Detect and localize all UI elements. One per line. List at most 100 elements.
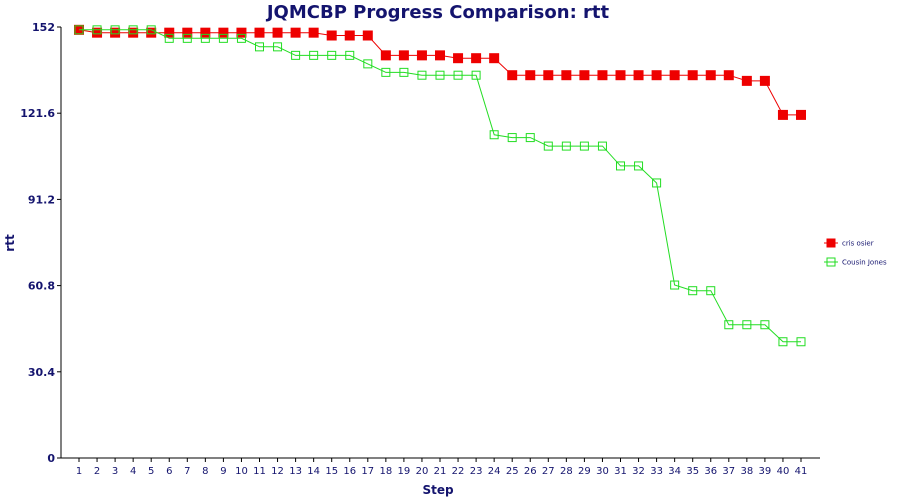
x-tick-label: 8 <box>202 466 208 477</box>
data-point-series-1 <box>651 70 662 81</box>
legend-marker <box>826 257 836 267</box>
data-point-series-2 <box>273 42 283 52</box>
y-tick-label: 30.4 <box>28 366 55 379</box>
data-point-series-2 <box>74 25 84 35</box>
x-tick-label: 27 <box>542 466 555 477</box>
data-point-series-2 <box>417 70 427 80</box>
x-tick-label: 11 <box>253 466 266 477</box>
data-point-series-1 <box>344 30 355 41</box>
data-point-series-2 <box>796 337 806 347</box>
data-point-series-2 <box>597 141 607 151</box>
y-tick-label: 152 <box>32 21 55 34</box>
data-point-series-1 <box>796 109 806 120</box>
series-line-2 <box>79 29 801 343</box>
x-tick-label: 37 <box>722 466 735 477</box>
data-point-series-2 <box>236 33 246 43</box>
x-axis-label: Step <box>422 483 454 497</box>
data-point-series-1 <box>254 27 265 38</box>
data-point-series-1 <box>633 70 644 81</box>
x-tick-label: 39 <box>759 466 772 477</box>
x-tick-label: 34 <box>668 466 681 477</box>
data-point-series-2 <box>525 133 535 143</box>
x-tick-label: 36 <box>704 466 717 477</box>
legend-label: cris osier <box>842 240 874 248</box>
data-point-series-2 <box>92 25 102 35</box>
data-point-series-2 <box>327 50 337 60</box>
data-point-series-1 <box>308 27 319 38</box>
data-point-series-2 <box>309 50 319 60</box>
x-tick-label: 16 <box>343 466 356 477</box>
legend-label: Cousin Jones <box>842 259 887 267</box>
data-point-series-2 <box>128 25 138 35</box>
x-tick-label: 4 <box>130 466 136 477</box>
data-point-series-2 <box>652 178 662 188</box>
data-point-series-2 <box>616 161 625 171</box>
x-tick-label: 1 <box>76 466 82 477</box>
data-point-series-2 <box>670 280 680 290</box>
data-point-series-1 <box>489 53 500 64</box>
y-axis-label: rtt <box>3 234 17 252</box>
data-point-series-1 <box>272 27 283 38</box>
data-point-series-1 <box>182 27 193 38</box>
data-point-series-2 <box>634 161 644 171</box>
x-tick-label: 35 <box>686 466 699 477</box>
data-point-series-1 <box>759 75 770 86</box>
x-tick-label: 18 <box>379 466 392 477</box>
data-point-series-1 <box>561 70 572 81</box>
y-tick-label: 121.6 <box>20 107 55 120</box>
data-point-series-1 <box>200 27 211 38</box>
data-point-series-1 <box>597 70 608 81</box>
x-tick-label: 21 <box>434 466 447 477</box>
data-point-series-1 <box>543 70 554 81</box>
x-tick-label: 17 <box>361 466 374 477</box>
x-tick-label: 23 <box>470 466 483 477</box>
x-tick-label: 15 <box>325 466 338 477</box>
x-tick-label: 20 <box>416 466 429 477</box>
data-point-series-2 <box>706 286 716 296</box>
x-tick-label: 29 <box>578 466 591 477</box>
x-tick-label: 38 <box>740 466 753 477</box>
data-point-series-2 <box>363 59 373 69</box>
data-point-series-1 <box>236 27 247 38</box>
x-tick-label: 12 <box>271 466 284 477</box>
x-tick-label: 14 <box>307 466 320 477</box>
y-tick-label: 60.8 <box>28 280 55 293</box>
data-point-series-2 <box>200 33 210 43</box>
x-tick-label: 41 <box>795 466 808 477</box>
x-tick-label: 7 <box>184 466 190 477</box>
data-point-series-2 <box>453 70 463 80</box>
data-point-series-2 <box>218 33 228 43</box>
data-point-series-1 <box>416 50 427 61</box>
data-point-series-1 <box>525 70 536 81</box>
data-point-series-2 <box>742 320 752 330</box>
data-point-series-1 <box>579 70 590 81</box>
data-point-series-1 <box>687 70 698 81</box>
y-tick-label: 0 <box>47 452 55 465</box>
y-tick-label: 91.2 <box>28 193 55 206</box>
data-point-series-1 <box>453 53 464 64</box>
data-point-series-1 <box>435 50 445 61</box>
data-point-series-2 <box>182 33 192 43</box>
data-point-series-2 <box>345 50 355 60</box>
x-tick-label: 28 <box>560 466 573 477</box>
data-point-series-2 <box>543 141 553 151</box>
data-point-series-2 <box>381 67 391 77</box>
x-tick-label: 5 <box>148 466 154 477</box>
x-tick-label: 19 <box>398 466 411 477</box>
data-point-series-2 <box>435 70 445 80</box>
x-tick-label: 40 <box>777 466 790 477</box>
x-tick-label: 10 <box>235 466 248 477</box>
data-point-series-1 <box>164 27 175 38</box>
x-tick-label: 30 <box>596 466 609 477</box>
legend: cris osier Cousin Jones <box>824 238 887 267</box>
x-tick-label: 6 <box>166 466 172 477</box>
data-point-series-1 <box>705 70 716 81</box>
x-tick-label: 33 <box>650 466 663 477</box>
x-tick-label: 2 <box>94 466 100 477</box>
data-point-series-1 <box>218 27 229 38</box>
x-tick-label: 32 <box>632 466 645 477</box>
data-point-series-1 <box>777 109 788 120</box>
data-point-series-2 <box>688 286 698 296</box>
